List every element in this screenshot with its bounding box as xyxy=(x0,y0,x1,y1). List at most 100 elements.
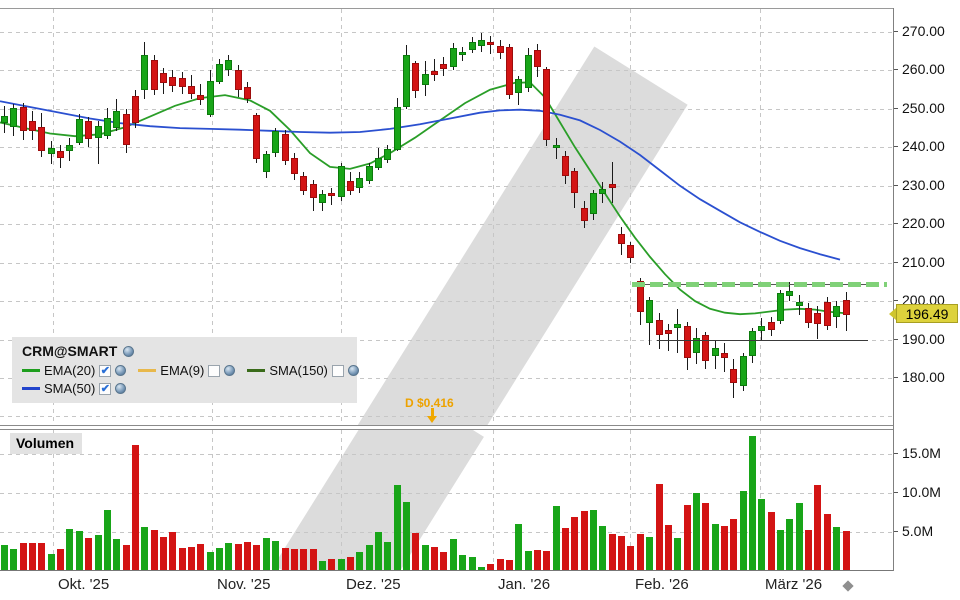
volume-bar[interactable] xyxy=(469,556,476,570)
candlestick[interactable] xyxy=(207,80,214,116)
candlestick[interactable] xyxy=(805,307,812,323)
candlestick[interactable] xyxy=(20,106,27,132)
candlestick[interactable] xyxy=(76,119,83,143)
candlestick[interactable] xyxy=(543,68,550,140)
volume-bar[interactable] xyxy=(253,544,260,570)
candlestick[interactable] xyxy=(1,115,8,124)
volume-bar[interactable] xyxy=(57,549,64,570)
candlestick[interactable] xyxy=(506,47,513,96)
volume-bar[interactable] xyxy=(637,533,644,570)
candlestick[interactable] xyxy=(169,76,176,86)
candlestick[interactable] xyxy=(85,120,92,140)
candlestick[interactable] xyxy=(824,301,831,327)
candlestick[interactable] xyxy=(730,369,737,383)
ema9-checkbox[interactable] xyxy=(208,364,221,377)
candlestick[interactable] xyxy=(740,356,747,386)
candlestick[interactable] xyxy=(431,70,438,76)
candlestick[interactable] xyxy=(833,305,840,317)
globe-icon[interactable] xyxy=(347,365,359,376)
candlestick[interactable] xyxy=(10,107,17,128)
volume-bar[interactable] xyxy=(665,525,672,570)
dividend-marker[interactable]: D $0.416 xyxy=(405,394,454,423)
volume-bar[interactable] xyxy=(768,511,775,570)
candlestick[interactable] xyxy=(300,176,307,192)
candlestick[interactable] xyxy=(581,207,588,221)
candlestick[interactable] xyxy=(188,85,195,94)
candlestick[interactable] xyxy=(627,245,634,258)
volume-bar[interactable] xyxy=(347,556,354,570)
volume-bar[interactable] xyxy=(497,558,504,570)
volume-bar[interactable] xyxy=(478,567,485,570)
volume-bar[interactable] xyxy=(328,558,335,570)
candlestick[interactable] xyxy=(338,165,345,198)
volume-bar[interactable] xyxy=(151,529,158,570)
candlestick[interactable] xyxy=(637,280,644,313)
volume-bar[interactable] xyxy=(141,527,148,570)
candlestick[interactable] xyxy=(48,147,55,155)
volume-bar[interactable] xyxy=(843,531,850,570)
volume-bar[interactable] xyxy=(422,545,429,570)
price-panel[interactable]: CRM@SMART EMA(20) ✔ EMA(9) xyxy=(0,8,893,426)
candlestick[interactable] xyxy=(674,324,681,329)
volume-bar[interactable] xyxy=(487,563,494,570)
volume-bar[interactable] xyxy=(394,484,401,570)
candlestick[interactable] xyxy=(347,180,354,191)
volume-bar[interactable] xyxy=(674,538,681,570)
candlestick[interactable] xyxy=(422,74,429,86)
candlestick[interactable] xyxy=(151,59,158,90)
candlestick[interactable] xyxy=(179,78,186,87)
candlestick[interactable] xyxy=(104,117,111,136)
candlestick[interactable] xyxy=(412,62,419,91)
candlestick[interactable] xyxy=(665,330,672,334)
volume-bar[interactable] xyxy=(440,551,447,570)
candlestick[interactable] xyxy=(599,189,606,195)
candlestick[interactable] xyxy=(693,337,700,353)
candlestick[interactable] xyxy=(459,51,466,56)
candlestick[interactable] xyxy=(38,126,45,152)
volume-bar[interactable] xyxy=(95,535,102,570)
volume-bar[interactable] xyxy=(225,542,232,570)
candlestick[interactable] xyxy=(721,352,728,358)
candlestick[interactable] xyxy=(123,114,130,145)
candlestick[interactable] xyxy=(796,302,803,307)
volume-bar[interactable] xyxy=(450,539,457,570)
candlestick[interactable] xyxy=(469,41,476,51)
candlestick[interactable] xyxy=(749,331,756,356)
candlestick[interactable] xyxy=(263,154,270,172)
resistance-dashed-line[interactable] xyxy=(632,281,887,287)
volume-bar[interactable] xyxy=(366,544,373,570)
candlestick[interactable] xyxy=(282,134,289,161)
volume-bar[interactable] xyxy=(609,533,616,570)
volume-bar[interactable] xyxy=(740,490,747,570)
volume-bar[interactable] xyxy=(553,506,560,570)
volume-bar[interactable] xyxy=(656,483,663,570)
candlestick[interactable] xyxy=(487,41,494,46)
candlestick[interactable] xyxy=(758,326,765,332)
volume-bar[interactable] xyxy=(132,444,139,570)
candlestick[interactable] xyxy=(656,319,663,335)
candlestick[interactable] xyxy=(553,145,560,149)
volume-bar[interactable] xyxy=(534,549,541,570)
volume-bar[interactable] xyxy=(412,532,419,570)
volume-bar[interactable] xyxy=(730,518,737,570)
volume-bar[interactable] xyxy=(590,509,597,570)
volume-bar[interactable] xyxy=(338,558,345,570)
volume-bar[interactable] xyxy=(300,549,307,570)
volume-bar[interactable] xyxy=(216,548,223,570)
data-end-marker-icon[interactable] xyxy=(842,580,854,592)
volume-bar[interactable] xyxy=(431,546,438,570)
volume-bar[interactable] xyxy=(646,536,653,570)
sma50-checkbox[interactable]: ✔ xyxy=(99,382,112,395)
candlestick[interactable] xyxy=(684,326,691,358)
candlestick[interactable] xyxy=(235,70,242,91)
volume-bar[interactable] xyxy=(403,501,410,570)
support-line[interactable] xyxy=(657,340,868,342)
time-axis[interactable]: Okt. '25 Nov. '25 Dez. '25 Jan. '26 Feb. '26… xyxy=(0,572,960,600)
candlestick[interactable] xyxy=(310,184,317,199)
volume-bar[interactable] xyxy=(824,514,831,570)
volume-bar[interactable] xyxy=(758,499,765,570)
candlestick[interactable] xyxy=(66,144,73,152)
candlestick[interactable] xyxy=(319,194,326,204)
candlestick[interactable] xyxy=(95,125,102,138)
candlestick[interactable] xyxy=(57,151,64,159)
